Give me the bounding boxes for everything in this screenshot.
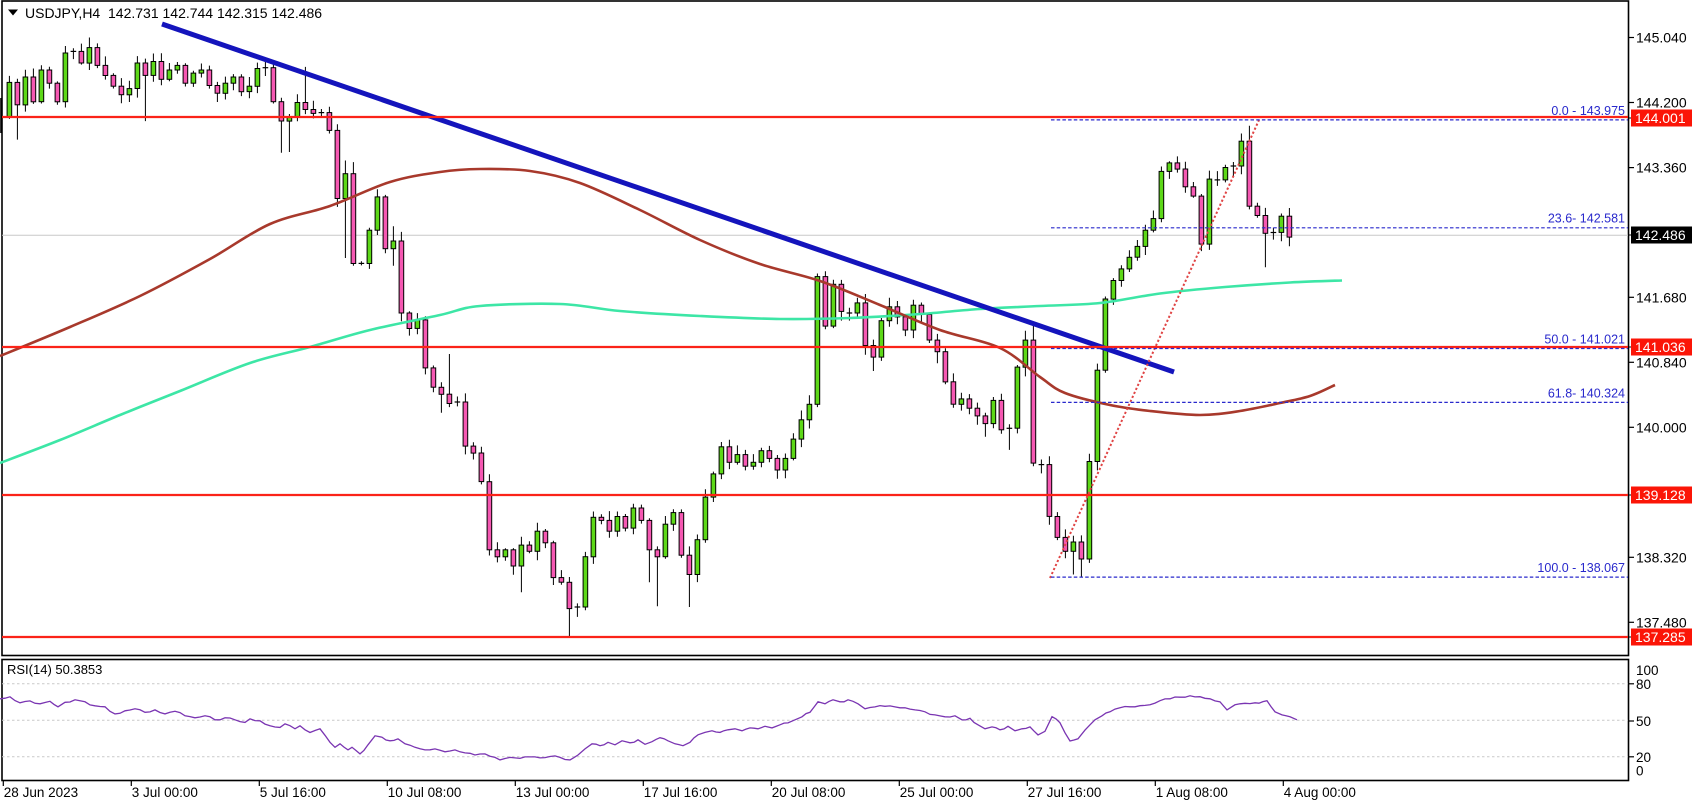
- svg-text:5 Jul 16:00: 5 Jul 16:00: [260, 785, 326, 800]
- svg-text:61.8- 140.324: 61.8- 140.324: [1548, 387, 1625, 401]
- svg-text:17 Jul 16:00: 17 Jul 16:00: [644, 785, 718, 800]
- svg-text:25 Jul 00:00: 25 Jul 00:00: [900, 785, 974, 800]
- svg-text:140.000: 140.000: [1636, 419, 1687, 435]
- svg-text:13 Jul 00:00: 13 Jul 00:00: [516, 785, 590, 800]
- svg-text:140.840: 140.840: [1636, 354, 1687, 370]
- svg-text:100: 100: [1636, 663, 1659, 678]
- svg-text:100.0 - 138.067: 100.0 - 138.067: [1537, 561, 1625, 575]
- svg-text:50: 50: [1636, 714, 1651, 729]
- svg-text:4 Aug 00:00: 4 Aug 00:00: [1284, 785, 1356, 800]
- svg-text:144.200: 144.200: [1636, 95, 1687, 111]
- svg-text:80: 80: [1636, 677, 1651, 692]
- svg-text:0: 0: [1636, 763, 1644, 778]
- svg-text:144.001: 144.001: [1635, 110, 1686, 126]
- svg-text:139.128: 139.128: [1635, 487, 1686, 503]
- svg-text:0.0 - 143.975: 0.0 - 143.975: [1551, 104, 1625, 118]
- svg-text:137.285: 137.285: [1635, 629, 1686, 645]
- svg-text:145.040: 145.040: [1636, 30, 1687, 46]
- svg-text:143.360: 143.360: [1636, 160, 1687, 176]
- svg-text:137.480: 137.480: [1636, 614, 1687, 630]
- svg-text:RSI(14) 50.3853: RSI(14) 50.3853: [7, 662, 102, 677]
- svg-text:20 Jul 08:00: 20 Jul 08:00: [772, 785, 846, 800]
- svg-text:10 Jul 08:00: 10 Jul 08:00: [388, 785, 462, 800]
- svg-text:27 Jul 16:00: 27 Jul 16:00: [1028, 785, 1102, 800]
- svg-text:28 Jun 2023: 28 Jun 2023: [4, 785, 78, 800]
- svg-text:1 Aug 08:00: 1 Aug 08:00: [1156, 785, 1228, 800]
- svg-text:141.036: 141.036: [1635, 339, 1686, 355]
- svg-text:142.486: 142.486: [1635, 227, 1686, 243]
- svg-text:20: 20: [1636, 750, 1651, 765]
- svg-text:138.320: 138.320: [1636, 549, 1687, 565]
- svg-text:50.0 - 141.021: 50.0 - 141.021: [1544, 333, 1625, 347]
- svg-text:3 Jul 00:00: 3 Jul 00:00: [132, 785, 198, 800]
- svg-text:141.680: 141.680: [1636, 289, 1687, 305]
- svg-text:USDJPY,H4 142.731 142.744 142: USDJPY,H4 142.731 142.744 142.315 142.48…: [25, 5, 322, 21]
- svg-text:23.6- 142.581: 23.6- 142.581: [1548, 212, 1625, 226]
